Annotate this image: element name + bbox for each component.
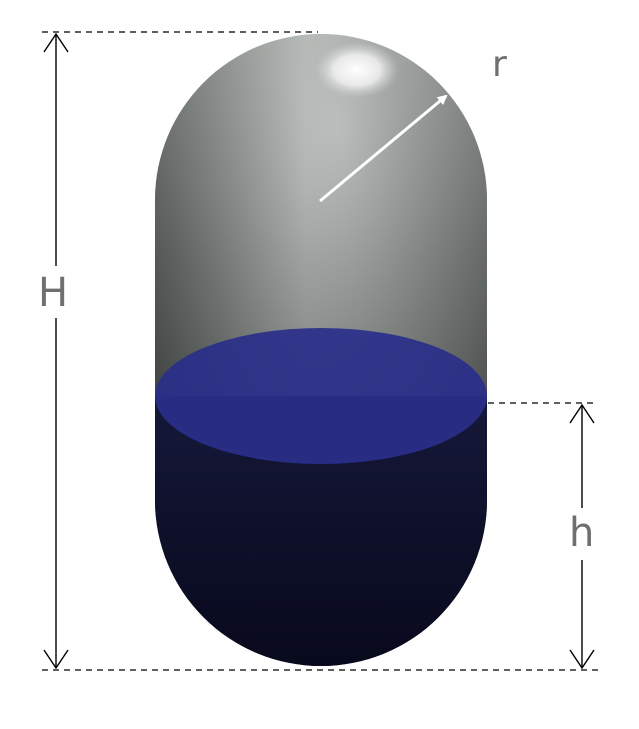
- liquid-height-dimension: [569, 403, 595, 670]
- liquid-height-label: h: [569, 510, 594, 556]
- radius-arrow: [319, 94, 448, 203]
- tank-shell: [155, 34, 487, 666]
- liquid-surface: [155, 328, 487, 464]
- total-height-dimension: [43, 32, 69, 670]
- dome-highlight: [315, 42, 399, 98]
- total-height-label: H: [38, 270, 68, 316]
- radius-label: r: [492, 44, 507, 85]
